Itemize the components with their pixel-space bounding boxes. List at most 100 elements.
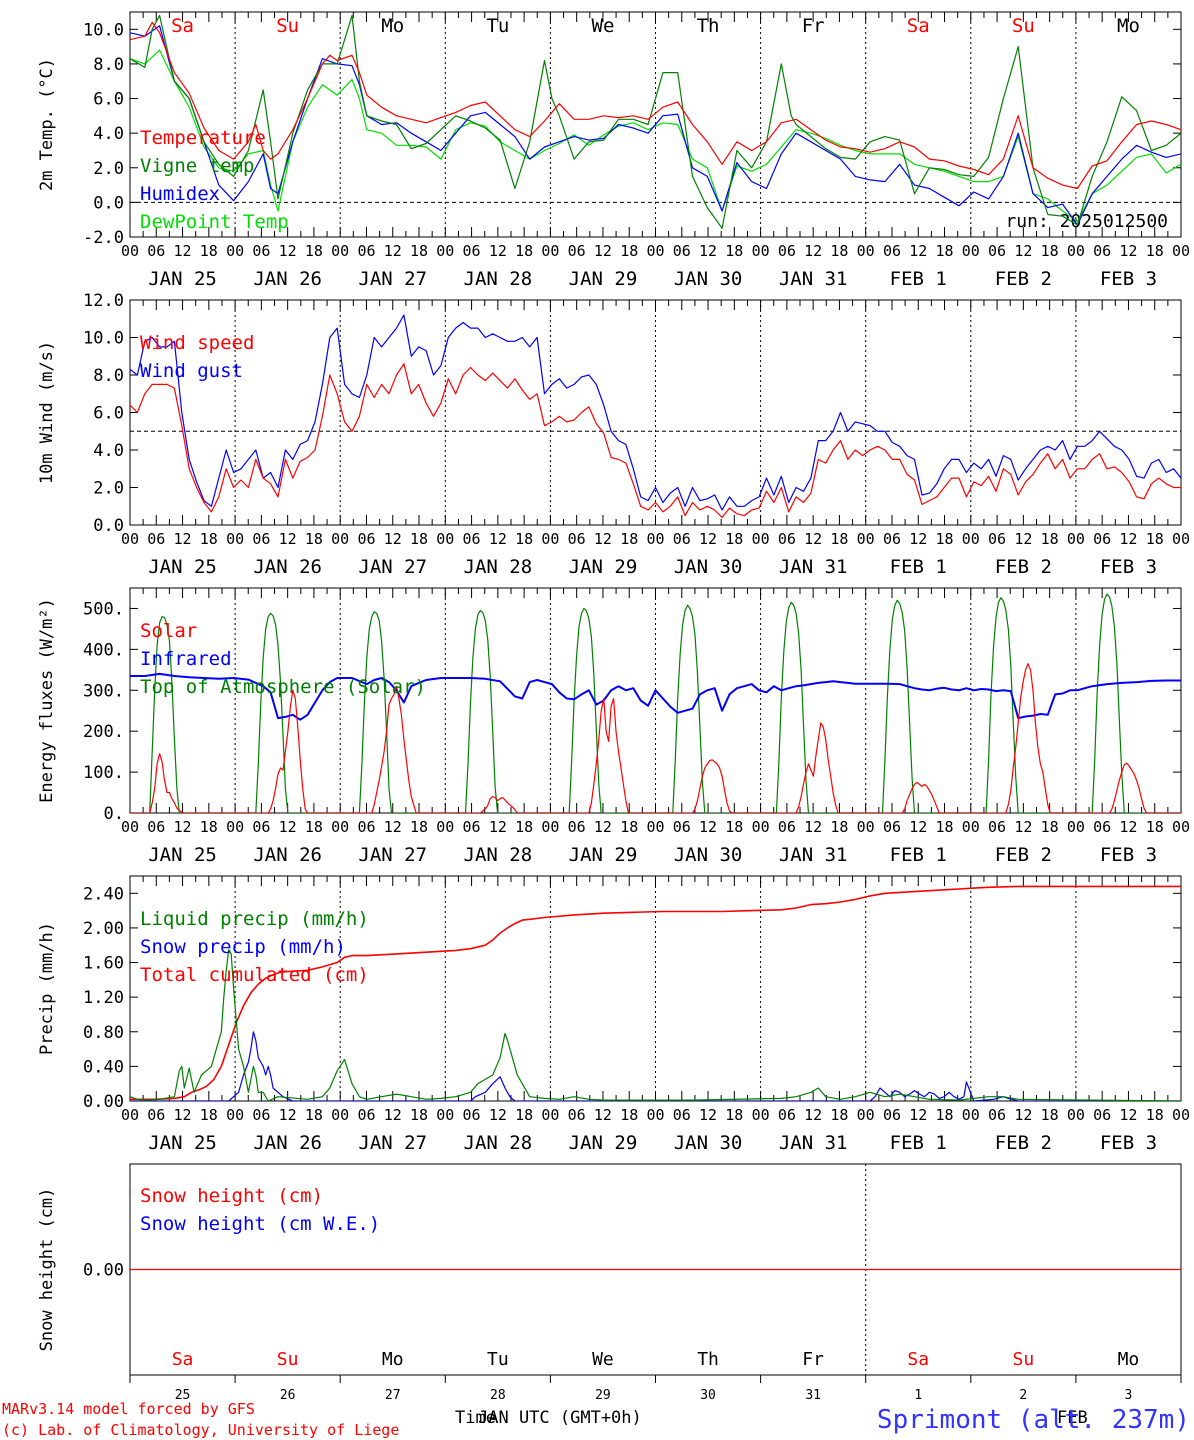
date-label: JAN 27 — [358, 844, 427, 866]
hour-label: 12 — [699, 530, 717, 548]
legend-entry: Snow precip (mm/h) — [140, 936, 346, 958]
day-name-bottom: Sa — [172, 1349, 194, 1370]
date-label: JAN 29 — [569, 844, 638, 866]
hour-label: 06 — [1093, 818, 1111, 836]
hour-label: 18 — [410, 242, 428, 260]
hour-label: 12 — [699, 818, 717, 836]
hour-label: 12 — [279, 242, 297, 260]
hour-label: 12 — [699, 1106, 717, 1124]
feb-label: FEB — [1057, 1408, 1088, 1428]
hour-label: 00 — [646, 242, 664, 260]
hour-label: 12 — [1119, 530, 1137, 548]
hour-label: 06 — [463, 1106, 481, 1124]
hour-label: 12 — [384, 530, 402, 548]
date-label: JAN 26 — [253, 556, 322, 578]
date-label: JAN 31 — [779, 1132, 848, 1154]
hour-label: 12 — [174, 1106, 192, 1124]
hour-label: 00 — [752, 242, 770, 260]
day-number: 3 — [1125, 1388, 1133, 1403]
hour-label: 18 — [1041, 530, 1059, 548]
legend-entry: Wind speed — [140, 332, 254, 354]
y-tick-label: 2.0 — [93, 479, 124, 499]
hour-label: 00 — [226, 530, 244, 548]
hour-label: 00 — [436, 818, 454, 836]
hour-label: 18 — [830, 530, 848, 548]
hour-label: 06 — [673, 818, 691, 836]
hour-label: 18 — [305, 818, 323, 836]
y-tick-label: 6.0 — [93, 404, 124, 424]
hour-label: 06 — [568, 242, 586, 260]
hour-label: 12 — [489, 818, 507, 836]
hour-label: 00 — [436, 1106, 454, 1124]
date-label: JAN 30 — [674, 844, 743, 866]
day-number: 30 — [700, 1388, 716, 1403]
hour-label: 00 — [1172, 242, 1190, 260]
hour-label: 18 — [1041, 1106, 1059, 1124]
y-tick-label: 0.80 — [83, 1023, 124, 1043]
hour-label: 06 — [883, 242, 901, 260]
date-label: JAN 26 — [253, 844, 322, 866]
legend-entry: Infrared — [140, 648, 232, 670]
hour-label: 06 — [252, 818, 270, 836]
y-tick-label: 1.60 — [83, 954, 124, 974]
hour-label: 12 — [594, 1106, 612, 1124]
hour-label: 00 — [752, 530, 770, 548]
y-tick-label: 0.40 — [83, 1057, 124, 1077]
date-label: JAN 31 — [779, 556, 848, 578]
hour-label: 00 — [1172, 818, 1190, 836]
y-tick-label: 400. — [83, 640, 124, 660]
y-tick-label: 0.0 — [93, 516, 124, 536]
hour-label: 00 — [121, 1106, 139, 1124]
hour-label: 00 — [752, 818, 770, 836]
series-line-top-of-atmosphere-solar- — [130, 593, 1181, 813]
hour-label: 18 — [1041, 818, 1059, 836]
hour-label: 18 — [515, 1106, 533, 1124]
date-label: JAN 25 — [148, 268, 217, 290]
hour-label: 06 — [147, 1106, 165, 1124]
series-line-vigne-temp — [130, 14, 1181, 229]
y-tick-label: 2.0 — [93, 159, 124, 179]
date-label: FEB 1 — [890, 1132, 947, 1154]
hour-label: 00 — [1067, 818, 1085, 836]
hour-label: 12 — [804, 818, 822, 836]
meteogram-panels: -2.00.02.04.06.08.010.02m Temp. (°C)00 06… — [37, 11, 1190, 1403]
hour-label: 18 — [620, 1106, 638, 1124]
day-name-bottom: Su — [1013, 1349, 1035, 1370]
hour-label: 00 — [121, 530, 139, 548]
hour-label: 00 — [436, 242, 454, 260]
series-group — [130, 885, 1181, 1101]
day-name-bottom: Th — [697, 1349, 719, 1370]
hour-label: 00 — [857, 242, 875, 260]
hour-label: 06 — [357, 530, 375, 548]
hour-label: 12 — [909, 1106, 927, 1124]
y-tick-label: -2.0 — [83, 228, 124, 248]
day-number: 26 — [280, 1388, 296, 1403]
hour-label: 18 — [200, 818, 218, 836]
y-tick-label: 4.0 — [93, 124, 124, 144]
y-tick-label: 6.0 — [93, 90, 124, 110]
day-number: 1 — [914, 1388, 922, 1403]
hour-label: 00 — [646, 818, 664, 836]
date-label: FEB 3 — [1100, 556, 1157, 578]
hour-label: 18 — [830, 1106, 848, 1124]
y-tick-label: 2.40 — [83, 884, 124, 904]
hour-label: 00 — [646, 1106, 664, 1124]
hour-label: 00 — [962, 530, 980, 548]
hour-label: 00 — [541, 1106, 559, 1124]
hour-label: 00 — [752, 1106, 770, 1124]
hour-label: 18 — [305, 1106, 323, 1124]
hour-label: 00 — [857, 1106, 875, 1124]
hour-label: 00 — [962, 818, 980, 836]
y-tick-label: 10.0 — [83, 329, 124, 349]
hour-label: 18 — [620, 818, 638, 836]
y-tick-label: 8.0 — [93, 55, 124, 75]
hour-label: 12 — [489, 242, 507, 260]
hour-label: 06 — [252, 1106, 270, 1124]
hour-label: 06 — [988, 242, 1006, 260]
hour-label: 12 — [384, 242, 402, 260]
y-tick-label: 500. — [83, 599, 124, 619]
panel-wind: 0.0 2.0 4.0 6.0 8.0 10.0 12.0 10m Wind (m/s) 00 0… — [37, 291, 1190, 578]
hour-label: 18 — [200, 530, 218, 548]
date-label: JAN 30 — [674, 556, 743, 578]
date-label: JAN 31 — [779, 268, 848, 290]
